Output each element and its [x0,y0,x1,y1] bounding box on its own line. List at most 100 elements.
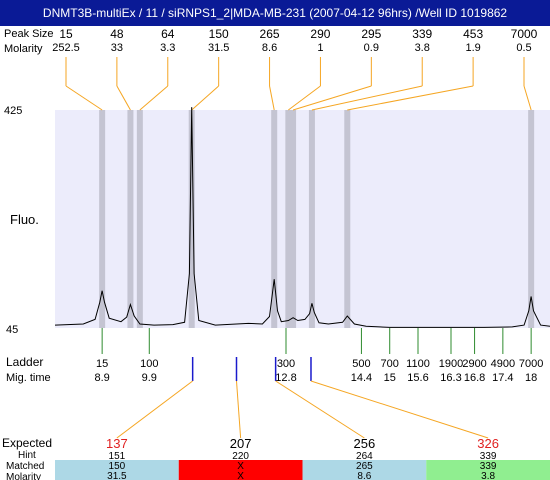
matched-value: 339 [480,461,497,472]
ladder-time-label: 15 [384,372,396,384]
ladder-size-label: 300 [277,358,295,370]
expected-value: 207 [230,436,252,451]
expected-connector [275,380,365,439]
y-axis-group: 425 45 Fluo. [4,105,39,336]
ladder-time-label: 9.9 [142,372,157,384]
peak-size-value: 295 [361,27,381,41]
peak-connector [347,85,474,111]
match-molarity-value: 31.5 [107,471,127,480]
expected-connector [236,380,242,439]
ladder-row-label: Ladder [6,355,43,369]
match-cell [178,460,303,480]
ladder-size-label: 1900 [439,358,463,370]
peak-size-value: 7000 [511,27,538,41]
peak-molarity-value: 1 [317,42,323,54]
match-cell [55,460,179,480]
peak-size-value: 150 [209,27,229,41]
ladder-time-label: 18 [525,372,537,384]
peak-band [127,110,134,328]
peak-molarity-value: 0.9 [364,42,379,54]
matched-value: 150 [109,461,126,472]
peak-connector [311,85,423,111]
peak-molarity-value: 0.5 [516,42,531,54]
peak-molarity-value: 31.5 [208,42,229,54]
matched-row-label: Matched [6,461,44,472]
ladder-size-label: 700 [381,358,399,370]
hint-row-label: Hint [18,450,36,461]
fluorescence-trace [54,107,550,328]
peak-band [528,110,535,328]
peak-connector [191,85,219,111]
mig-time-row-label: Mig. time [6,372,51,384]
expected-value: 326 [477,436,499,451]
match-molarity-value: 8.6 [357,471,371,480]
matched-value: 265 [356,461,373,472]
y-axis-label: Fluo. [10,212,39,227]
peak-connector [116,85,131,111]
ladder-time-label: 15.6 [407,372,428,384]
ladder-time-label: 8.9 [94,372,109,384]
expected-value: 137 [106,436,128,451]
ladder-size-label: 7000 [519,358,543,370]
peak-size-value: 15 [59,27,73,41]
peak-molarity-value: 8.6 [262,42,277,54]
ladder-group: Ladder Mig. time 15 8.9 100 9.9 300 12.8 500 14.4… [6,328,543,384]
hint-value: 151 [109,451,126,462]
peak-connector [65,85,103,111]
ladder-time-label: 17.4 [492,372,513,384]
peak-molarity-value: 33 [111,42,123,54]
peak-band [188,110,195,328]
expected-value: 256 [354,436,376,451]
peak-connector [269,85,275,111]
peak-size-value: 64 [161,27,175,41]
peak-size-value: 265 [260,27,280,41]
molarity-row-label-bottom: Molarity [6,472,41,480]
peak-size-value: 339 [412,27,432,41]
match-molarity-value: 3.8 [481,471,495,480]
peak-connector [139,85,169,111]
ladder-time-label: 12.8 [275,372,296,384]
hint-value: 264 [356,451,373,462]
ladder-size-label: 1100 [406,358,430,370]
peak-size-value: 453 [463,27,483,41]
ladder-size-label: 100 [140,358,158,370]
hint-value: 220 [232,451,249,462]
peak-connector [292,85,372,111]
expected-marks-group [191,357,312,381]
peak-connector [523,85,532,111]
ladder-time-label: 16.3 [440,372,461,384]
peak-band [136,110,143,328]
peak-molarity-value: 3.8 [415,42,430,54]
ladder-time-label: 16.8 [464,372,485,384]
peak-size-value: 290 [310,27,330,41]
match-cell [302,460,427,480]
chart-title: DNMT3B-multiEx / 11 / siRNPS1_2|MDA-MB-2… [0,0,550,26]
peak-band [99,110,106,328]
peak-connector [288,85,321,111]
ladder-size-label: 4900 [491,358,515,370]
peak-size-value: 48 [110,27,124,41]
expected-row-label: Expected [2,436,52,450]
y-tick-label: 425 [4,105,22,117]
molarity-row-label: Molarity [4,43,43,55]
peak-connectors-group [65,57,532,111]
ladder-size-label: 2900 [462,358,486,370]
peak-band [308,110,315,328]
peak-band [290,110,297,328]
peak-band [271,110,278,328]
match-molarity-value: X [237,471,244,480]
ladder-time-label: 14.4 [351,372,372,384]
expected-connector [116,380,193,439]
peak-molarity-value: 1.9 [465,42,480,54]
peak-molarity-value: 3.3 [160,42,175,54]
matched-value: X [237,461,244,472]
ladder-size-label: 15 [96,358,108,370]
hint-value: 339 [480,451,497,462]
ladder-size-label: 500 [352,358,370,370]
match-cell [426,460,550,480]
peak-bands-group [99,110,535,328]
peak-band [285,110,292,328]
